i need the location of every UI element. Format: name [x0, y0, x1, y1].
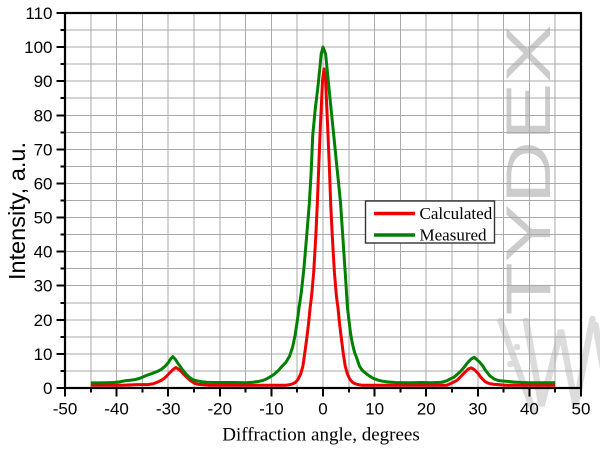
svg-text:80: 80	[34, 106, 53, 125]
svg-text:100: 100	[24, 38, 52, 57]
svg-text:0: 0	[318, 400, 327, 419]
svg-text:0: 0	[43, 379, 52, 398]
svg-text:30: 30	[34, 277, 53, 296]
svg-text:20: 20	[34, 311, 53, 330]
svg-text:40: 40	[520, 400, 539, 419]
svg-text:-50: -50	[53, 400, 78, 419]
svg-text:Intensity, a.u.: Intensity, a.u.	[4, 142, 30, 280]
svg-text:50: 50	[34, 209, 53, 228]
svg-text:50: 50	[572, 400, 591, 419]
svg-text:20: 20	[417, 400, 436, 419]
svg-text:Calculated: Calculated	[420, 204, 493, 223]
svg-text:10: 10	[34, 345, 53, 364]
svg-text:-10: -10	[259, 400, 284, 419]
svg-text:60: 60	[34, 175, 53, 194]
svg-text:-20: -20	[208, 400, 233, 419]
svg-text:-40: -40	[104, 400, 129, 419]
svg-text:110: 110	[25, 4, 52, 23]
svg-text:10: 10	[365, 400, 384, 419]
svg-text:70: 70	[34, 140, 53, 159]
svg-text:30: 30	[468, 400, 487, 419]
svg-text:40: 40	[34, 243, 53, 262]
svg-text:Diffraction angle, degrees: Diffraction angle, degrees	[222, 425, 419, 446]
svg-text:90: 90	[34, 72, 53, 91]
svg-text:-30: -30	[156, 400, 181, 419]
svg-text:Measured: Measured	[420, 226, 488, 245]
